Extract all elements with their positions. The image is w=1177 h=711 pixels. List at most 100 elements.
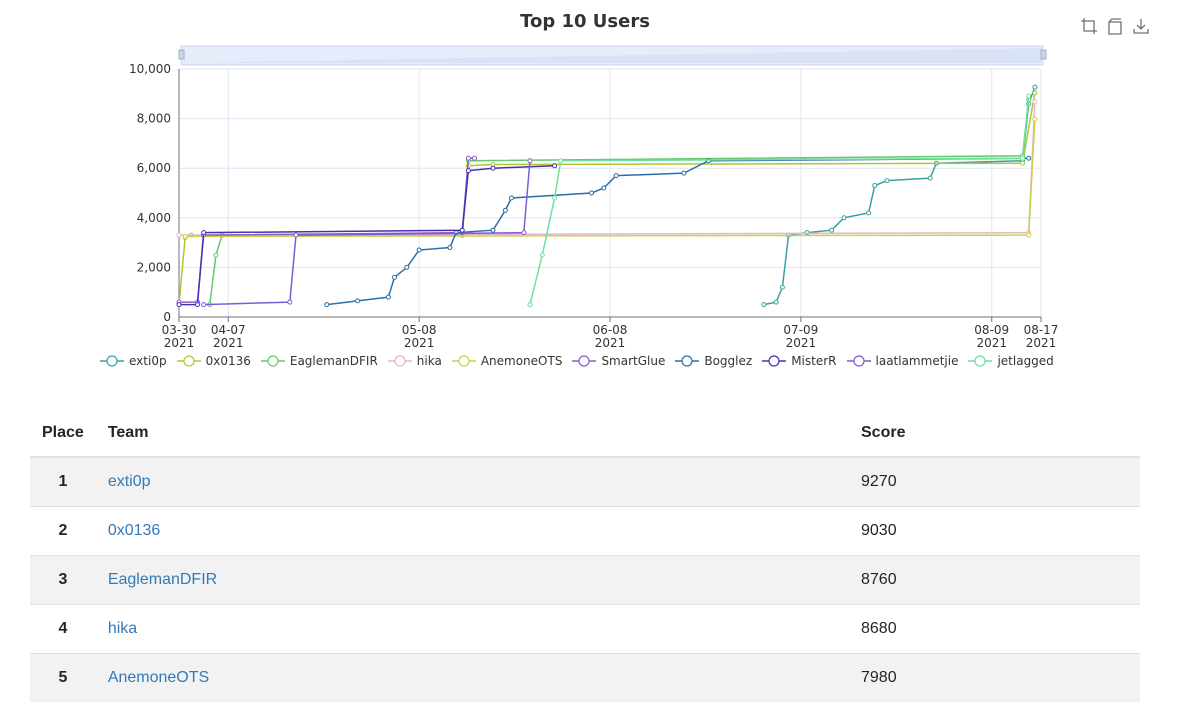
data-point[interactable] xyxy=(465,155,471,161)
data-point[interactable] xyxy=(927,175,933,181)
data-point[interactable] xyxy=(1026,232,1032,238)
data-point[interactable] xyxy=(176,302,182,308)
legend-item[interactable]: hika xyxy=(387,354,442,368)
data-point[interactable] xyxy=(552,163,558,169)
table-row: 3 EaglemanDFIR 8760 xyxy=(30,555,1140,605)
restore-icon[interactable] xyxy=(1106,17,1124,35)
data-point[interactable] xyxy=(1026,93,1032,99)
row-team: hika xyxy=(95,604,849,654)
datazoom-handle-left[interactable] xyxy=(178,49,185,60)
team-link[interactable]: hika xyxy=(107,620,138,637)
data-point[interactable] xyxy=(1032,90,1038,96)
data-point[interactable] xyxy=(404,264,410,270)
data-point[interactable] xyxy=(521,230,527,236)
row-place: 4 xyxy=(30,604,96,654)
data-point[interactable] xyxy=(601,185,607,191)
x-tick-label: 08-17 xyxy=(1024,323,1059,337)
legend-marker-icon xyxy=(968,355,993,367)
data-point[interactable] xyxy=(539,252,545,258)
data-point[interactable] xyxy=(201,302,207,308)
legend-label: exti0p xyxy=(129,354,167,368)
data-point[interactable] xyxy=(779,284,785,290)
data-point[interactable] xyxy=(182,233,188,239)
data-point[interactable] xyxy=(201,230,207,236)
series-misterr xyxy=(176,163,558,308)
data-point[interactable] xyxy=(324,302,330,308)
data-point[interactable] xyxy=(392,274,397,280)
data-point[interactable] xyxy=(385,294,391,300)
column-header-score: Score xyxy=(849,410,1140,458)
legend-item[interactable]: SmartGlue xyxy=(572,354,665,368)
x-tick-label: 03-30 xyxy=(162,323,197,337)
data-point[interactable] xyxy=(293,232,299,238)
legend-item[interactable]: Bogglez xyxy=(675,354,752,368)
team-link[interactable]: AnemoneOTS xyxy=(107,669,210,686)
data-point[interactable] xyxy=(773,299,779,305)
data-point[interactable] xyxy=(508,195,514,201)
data-point[interactable] xyxy=(1026,155,1032,161)
x-tick-year-label: 2021 xyxy=(404,336,435,350)
data-point[interactable] xyxy=(176,232,182,238)
data-point[interactable] xyxy=(841,215,847,221)
legend-label: 0x0136 xyxy=(205,354,251,368)
row-place: 5 xyxy=(30,653,96,702)
data-point[interactable] xyxy=(761,302,767,308)
data-point[interactable] xyxy=(527,158,533,164)
datazoom-handle-right[interactable] xyxy=(1040,49,1047,60)
legend-label: EaglemanDFIR xyxy=(289,354,378,368)
data-point[interactable] xyxy=(1020,160,1026,166)
data-point[interactable] xyxy=(287,299,293,305)
legend-item[interactable]: AnemoneOTS xyxy=(451,354,562,368)
data-point[interactable] xyxy=(355,298,361,304)
data-point[interactable] xyxy=(213,252,219,258)
data-point[interactable] xyxy=(1032,116,1038,122)
data-point[interactable] xyxy=(1032,99,1038,105)
data-point[interactable] xyxy=(1032,84,1038,90)
data-point[interactable] xyxy=(558,158,564,164)
data-point[interactable] xyxy=(502,207,508,213)
data-point[interactable] xyxy=(490,227,496,233)
data-point[interactable] xyxy=(681,170,687,176)
legend-label: jetlagged xyxy=(997,354,1054,368)
legend-item[interactable]: laatlammetjie xyxy=(846,354,959,368)
data-point[interactable] xyxy=(866,210,872,216)
team-link[interactable]: EaglemanDFIR xyxy=(107,571,218,588)
download-icon[interactable] xyxy=(1132,17,1150,35)
data-point[interactable] xyxy=(1020,155,1026,161)
data-point[interactable] xyxy=(527,302,533,308)
legend-item[interactable]: exti0p xyxy=(100,354,167,368)
table-row: 1 exti0p 9270 xyxy=(30,456,1140,507)
data-point[interactable] xyxy=(194,302,200,308)
data-point[interactable] xyxy=(472,155,478,161)
row-team: EaglemanDFIR xyxy=(95,555,849,605)
data-point[interactable] xyxy=(416,247,422,253)
legend-item[interactable]: 0x0136 xyxy=(176,354,251,368)
series-line xyxy=(178,92,1036,305)
legend-item[interactable]: EaglemanDFIR xyxy=(260,354,378,368)
data-point[interactable] xyxy=(589,190,595,196)
table-row: 2 0x0136 9030 xyxy=(30,506,1140,556)
data-point[interactable] xyxy=(884,178,890,184)
legend-label: laatlammetjie xyxy=(875,354,959,368)
datazoom-slider[interactable] xyxy=(178,45,1047,66)
data-point[interactable] xyxy=(459,227,465,233)
x-tick-year-label: 2021 xyxy=(213,336,244,350)
data-point[interactable] xyxy=(872,183,878,189)
data-point[interactable] xyxy=(465,168,471,174)
x-tick-label: 06-08 xyxy=(593,323,628,337)
row-place: 3 xyxy=(30,555,96,605)
table-header-row: Place Team Score xyxy=(30,410,1140,458)
data-point[interactable] xyxy=(552,195,558,201)
data-point[interactable] xyxy=(490,165,496,171)
legend-item[interactable]: jetlagged xyxy=(968,354,1054,368)
series-line xyxy=(763,86,1036,306)
legend-item[interactable]: MisterR xyxy=(762,354,837,368)
team-link[interactable]: exti0p xyxy=(107,473,151,490)
data-point[interactable] xyxy=(829,227,835,233)
team-link[interactable]: 0x0136 xyxy=(107,522,161,539)
data-zoom-icon[interactable] xyxy=(1080,17,1098,35)
legend-marker-icon xyxy=(100,355,124,367)
data-point[interactable] xyxy=(613,173,619,179)
data-point[interactable] xyxy=(447,245,453,251)
row-score: 8760 xyxy=(849,555,1140,605)
